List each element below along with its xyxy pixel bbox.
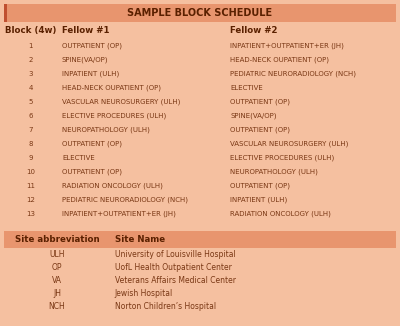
- Text: ELECTIVE: ELECTIVE: [230, 85, 263, 91]
- Text: Veterans Affairs Medical Center: Veterans Affairs Medical Center: [115, 276, 236, 285]
- Text: ELECTIVE PROCEDURES (ULH): ELECTIVE PROCEDURES (ULH): [230, 155, 335, 161]
- Text: Site abbreviation: Site abbreviation: [15, 235, 99, 244]
- Text: SPINE(VA/OP): SPINE(VA/OP): [62, 57, 108, 63]
- Text: VASCULAR NEUROSURGERY (ULH): VASCULAR NEUROSURGERY (ULH): [62, 99, 180, 105]
- Text: Site Name: Site Name: [115, 235, 165, 244]
- Text: Fellow #1: Fellow #1: [62, 26, 110, 35]
- Text: OUTPATIENT (OP): OUTPATIENT (OP): [230, 127, 290, 133]
- Text: 3: 3: [28, 71, 33, 77]
- Text: 6: 6: [28, 113, 33, 119]
- Text: ULH: ULH: [49, 250, 65, 259]
- Text: 4: 4: [28, 85, 33, 91]
- Text: OUTPATIENT (OP): OUTPATIENT (OP): [230, 99, 290, 105]
- Text: ELECTIVE PROCEDURES (ULH): ELECTIVE PROCEDURES (ULH): [62, 113, 166, 119]
- Bar: [4, 4, 6, 22]
- Text: INPATIENT+OUTPATIENT+ER (JH): INPATIENT+OUTPATIENT+ER (JH): [62, 211, 176, 217]
- Text: 1: 1: [28, 43, 33, 49]
- Text: 9: 9: [28, 155, 33, 161]
- Text: 13: 13: [26, 211, 35, 217]
- Text: NCH: NCH: [48, 302, 65, 311]
- Text: Fellow #2: Fellow #2: [230, 26, 278, 35]
- Bar: [4, 4, 396, 22]
- Text: INPATIENT+OUTPATIENT+ER (JH): INPATIENT+OUTPATIENT+ER (JH): [230, 43, 344, 49]
- Text: 8: 8: [28, 141, 33, 147]
- Text: OUTPATIENT (OP): OUTPATIENT (OP): [230, 183, 290, 189]
- Text: OUTPATIENT (OP): OUTPATIENT (OP): [62, 43, 122, 49]
- Text: HEAD-NECK OUPATIENT (OP): HEAD-NECK OUPATIENT (OP): [62, 85, 161, 91]
- Text: Block (4w): Block (4w): [5, 26, 56, 35]
- Text: JH: JH: [53, 289, 61, 298]
- Text: NEUROPATHOLOGY (ULH): NEUROPATHOLOGY (ULH): [62, 127, 150, 133]
- Text: SAMPLE BLOCK SCHEDULE: SAMPLE BLOCK SCHEDULE: [128, 8, 272, 18]
- Text: OUTPATIENT (OP): OUTPATIENT (OP): [62, 169, 122, 175]
- Bar: [4, 231, 396, 248]
- Text: UofL Health Outpatient Center: UofL Health Outpatient Center: [115, 263, 232, 272]
- Text: HEAD-NECK OUPATIENT (OP): HEAD-NECK OUPATIENT (OP): [230, 57, 330, 63]
- Text: RADIATION ONCOLOGY (ULH): RADIATION ONCOLOGY (ULH): [230, 211, 331, 217]
- Text: NEUROPATHOLOGY (ULH): NEUROPATHOLOGY (ULH): [230, 169, 318, 175]
- Text: RADIATION ONCOLOGY (ULH): RADIATION ONCOLOGY (ULH): [62, 183, 163, 189]
- Text: 12: 12: [26, 197, 35, 203]
- Text: ELECTIVE: ELECTIVE: [62, 155, 95, 161]
- Text: INPATIENT (ULH): INPATIENT (ULH): [62, 71, 119, 77]
- Text: PEDIATRIC NEURORADIOLOGY (NCH): PEDIATRIC NEURORADIOLOGY (NCH): [230, 71, 356, 77]
- Text: 2: 2: [28, 57, 33, 63]
- Text: 5: 5: [28, 99, 33, 105]
- Text: Jewish Hospital: Jewish Hospital: [115, 289, 173, 298]
- Text: VASCULAR NEUROSURGERY (ULH): VASCULAR NEUROSURGERY (ULH): [230, 141, 349, 147]
- Text: Norton Children’s Hospital: Norton Children’s Hospital: [115, 302, 216, 311]
- Text: OUTPATIENT (OP): OUTPATIENT (OP): [62, 141, 122, 147]
- Text: SPINE(VA/OP): SPINE(VA/OP): [230, 113, 277, 119]
- Text: 11: 11: [26, 183, 35, 189]
- Text: University of Louisville Hospital: University of Louisville Hospital: [115, 250, 236, 259]
- Text: OP: OP: [52, 263, 62, 272]
- Text: 7: 7: [28, 127, 33, 133]
- Text: VA: VA: [52, 276, 62, 285]
- Text: INPATIENT (ULH): INPATIENT (ULH): [230, 197, 288, 203]
- Text: 10: 10: [26, 169, 35, 175]
- Text: PEDIATRIC NEURORADIOLOGY (NCH): PEDIATRIC NEURORADIOLOGY (NCH): [62, 197, 188, 203]
